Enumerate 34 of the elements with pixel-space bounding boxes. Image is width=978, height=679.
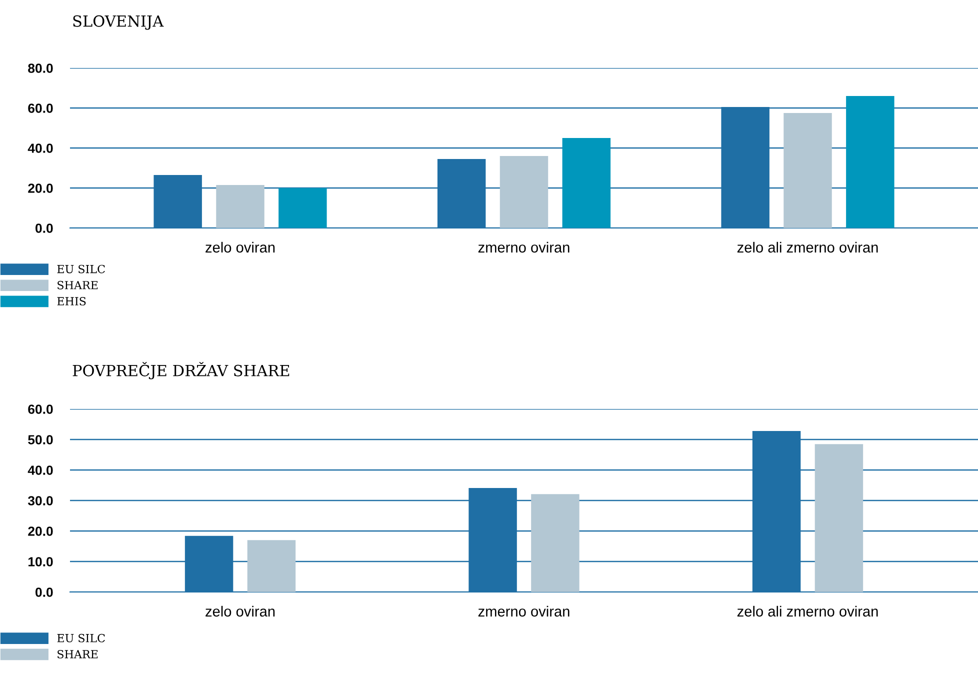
y-tick-label: 30.0 [28,496,53,506]
bar [562,138,611,228]
bar [278,188,327,228]
y-tick-label: 20.0 [28,184,53,193]
legend-label: EHIS [57,297,86,306]
x-tick-label: zelo ali zmerno oviran [737,606,878,617]
x-tick-label: zelo oviran [206,242,275,253]
y-tick-label: 20.0 [28,526,53,536]
chart-title: SLOVENIJA [73,15,164,30]
bar [500,156,548,228]
x-tick-label: zelo ali zmerno oviran [737,242,878,253]
x-tick-label: zmerno oviran [478,242,570,253]
y-tick-label: 0.0 [36,588,53,597]
legend-label: EU SILC [57,264,105,274]
y-tick-label: 50.0 [28,435,53,444]
chart-title: POVPREČJE DRŽAV SHARE [72,362,290,380]
legend-label: SHARE [58,650,98,658]
bar [846,96,894,228]
legend-label: SHARE [58,280,98,290]
y-tick-label: 80.0 [28,64,53,73]
bar [247,540,296,592]
legend-label: EU SILC [57,634,105,642]
x-tick-label: zelo oviran [206,606,275,617]
y-tick-label: 40.0 [28,144,53,153]
y-tick-label: 10.0 [28,557,53,566]
y-tick-label: 60.0 [28,104,53,113]
bar [531,494,580,592]
x-tick-label: zmerno oviran [478,606,570,617]
bar [784,113,832,228]
bar [814,444,864,592]
y-tick-label: 40.0 [28,466,53,475]
y-tick-label: 60.0 [28,404,53,414]
y-tick-label: 0.0 [36,224,53,233]
bar [216,185,264,228]
